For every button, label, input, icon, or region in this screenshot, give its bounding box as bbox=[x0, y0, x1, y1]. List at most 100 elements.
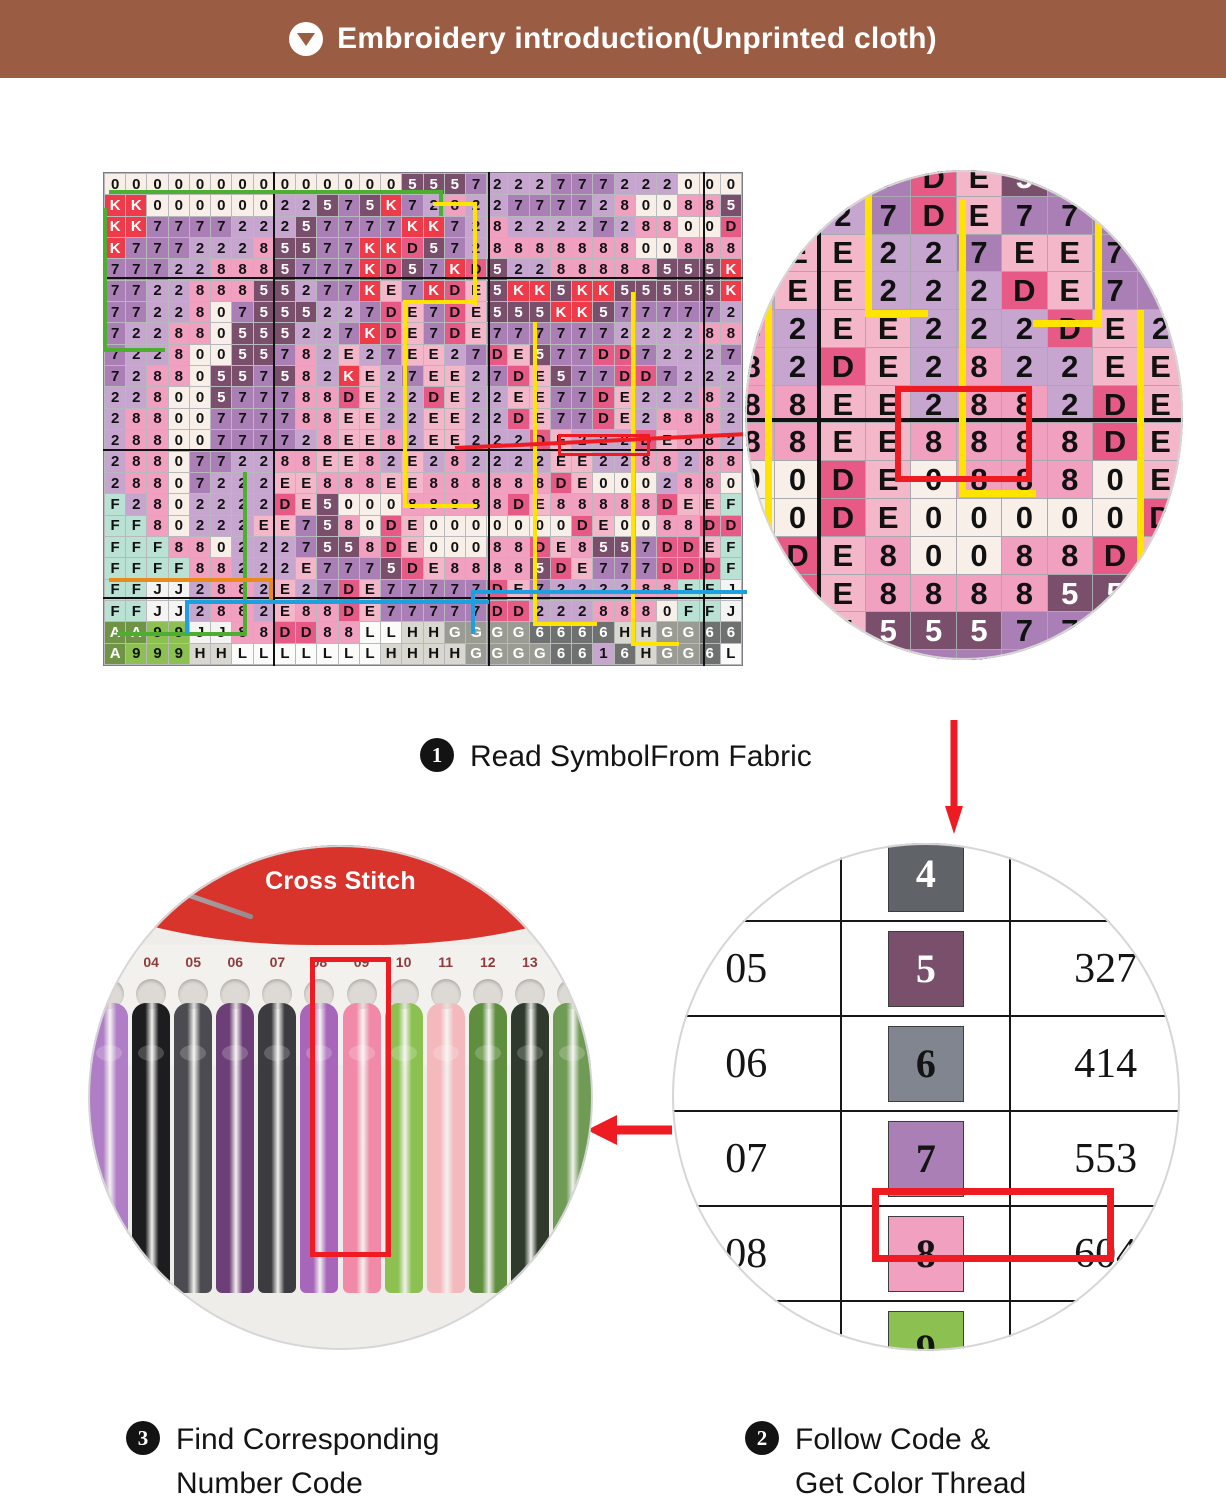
chart-cell: A bbox=[105, 643, 126, 664]
chart-cell: 9 bbox=[147, 622, 168, 643]
chart-cell: 8 bbox=[487, 494, 508, 515]
chart-cell: 7 bbox=[593, 558, 614, 579]
chart-cell: 2 bbox=[550, 579, 572, 600]
chart-cell: K bbox=[508, 280, 529, 302]
chart-cell: 2 bbox=[678, 451, 699, 472]
chart-cell: 2 bbox=[381, 451, 402, 472]
chart-cell: 2 bbox=[189, 494, 211, 515]
chart-cell: 7 bbox=[126, 302, 147, 323]
table-row[interactable]: 05 5 327 bbox=[672, 920, 1180, 1017]
chart-cell: 2 bbox=[232, 216, 253, 238]
chart-cell: D bbox=[529, 430, 550, 451]
chart-cell: 7 bbox=[465, 600, 487, 622]
chart-cell: 2 bbox=[147, 302, 168, 323]
magnified-cell: 2 bbox=[956, 272, 1002, 310]
table-row[interactable]: 06 6 414 bbox=[672, 1015, 1180, 1112]
chart-cell: E bbox=[253, 515, 274, 536]
chart-cell: 7 bbox=[211, 451, 232, 472]
chart-cell: G bbox=[465, 622, 487, 643]
chart-cell: D bbox=[657, 494, 678, 515]
thread-card-photo: Cross Stitch 03 04 05 06 07 08 09 10 11 12 13 14 bbox=[88, 845, 593, 1350]
table-row[interactable]: 07 7 553 bbox=[672, 1110, 1180, 1207]
chart-cell: D bbox=[444, 323, 465, 344]
chart-cell: 2 bbox=[189, 238, 211, 259]
chart-cell: 2 bbox=[508, 259, 529, 280]
chart-cell: 7 bbox=[678, 302, 699, 323]
chart-cell: E bbox=[402, 536, 423, 558]
chart-cell: 2 bbox=[465, 366, 487, 387]
magnified-cell: D bbox=[820, 461, 866, 499]
chart-cell: 7 bbox=[253, 387, 274, 408]
chart-cell: 2 bbox=[678, 344, 699, 366]
chart-cell: 8 bbox=[487, 238, 508, 259]
chart-cell: E bbox=[614, 408, 635, 430]
chart-cell: E bbox=[402, 344, 423, 366]
chart-cell: 7 bbox=[402, 579, 423, 600]
chart-cell: 5 bbox=[678, 280, 699, 302]
chart-cell: 2 bbox=[147, 323, 168, 344]
chart-cell: 5 bbox=[402, 174, 423, 195]
chart-cell: 8 bbox=[296, 408, 317, 430]
magnified-cell: 0 bbox=[1002, 499, 1047, 536]
magnified-cell: 8 bbox=[745, 347, 775, 385]
chart-cell: E bbox=[359, 430, 381, 451]
chart-cell: K bbox=[593, 280, 614, 302]
chart-cell: 0 bbox=[168, 174, 189, 195]
magnified-cell: 2 bbox=[775, 310, 820, 347]
magnified-cell: 5 bbox=[911, 612, 956, 650]
chart-cell: 0 bbox=[423, 515, 444, 536]
magnified-cell: 8 bbox=[775, 385, 820, 423]
chart-cell: K bbox=[423, 216, 444, 238]
magnified-cell: E bbox=[866, 423, 911, 461]
magnified-cell: E bbox=[820, 310, 866, 347]
chart-cell: 6 bbox=[593, 622, 614, 643]
chart-cell: 0 bbox=[168, 472, 189, 494]
chart-cell: D bbox=[402, 238, 423, 259]
chart-cell: 8 bbox=[487, 216, 508, 238]
magnified-cell: 2 bbox=[911, 310, 956, 347]
chart-cell: F bbox=[168, 558, 189, 579]
table-row[interactable]: 08 8 604 bbox=[672, 1205, 1180, 1302]
chart-cell: D bbox=[508, 600, 529, 622]
chart-cell: 2 bbox=[657, 472, 678, 494]
chart-cell: 7 bbox=[189, 216, 211, 238]
chart-cell: D bbox=[593, 408, 614, 430]
chart-cell: D bbox=[296, 622, 317, 643]
magnified-cell: 5 bbox=[1002, 170, 1047, 196]
chart-cell: 2 bbox=[487, 451, 508, 472]
arrow-down-red bbox=[945, 720, 963, 834]
chart-cell: 2 bbox=[126, 494, 147, 515]
chart-cell: 2 bbox=[699, 366, 720, 387]
chart-cell: 8 bbox=[635, 216, 657, 238]
thread-skein bbox=[510, 1003, 549, 1293]
chart-cell: 7 bbox=[359, 302, 381, 323]
chart-cell: 8 bbox=[317, 430, 338, 451]
chart-cell: E bbox=[657, 430, 678, 451]
magnified-cell: 8 bbox=[866, 536, 911, 574]
chart-cell: 0 bbox=[168, 408, 189, 430]
chart-cell: 7 bbox=[423, 302, 444, 323]
chart-cell: 7 bbox=[147, 259, 168, 280]
chart-cell: 7 bbox=[614, 558, 635, 579]
magnified-cell: E bbox=[1092, 310, 1138, 347]
chart-cell: 7 bbox=[572, 323, 593, 344]
chart-cell: E bbox=[572, 451, 593, 472]
table-row[interactable]: 09 9 704 bbox=[672, 1300, 1180, 1351]
chart-cell: 6 bbox=[699, 643, 720, 664]
chart-cell: 9 bbox=[168, 622, 189, 643]
chart-cell: 0 bbox=[189, 408, 211, 430]
chart-cell: 5 bbox=[274, 302, 296, 323]
chart-cell: 2 bbox=[296, 430, 317, 451]
chart-cell: 8 bbox=[232, 600, 253, 622]
chart-cell: 7 bbox=[105, 280, 126, 302]
chart-cell: 0 bbox=[423, 536, 444, 558]
magnified-cell: E bbox=[1138, 423, 1183, 461]
magnified-cell: 2 bbox=[1138, 310, 1183, 347]
magnified-cell: 7 bbox=[1138, 272, 1183, 310]
chart-cell: 7 bbox=[529, 195, 550, 216]
chart-cell: 7 bbox=[168, 216, 189, 238]
chart-cell: 2 bbox=[296, 280, 317, 302]
table-row[interactable]: 4 bbox=[672, 843, 1180, 922]
chart-cell: 5 bbox=[444, 174, 465, 195]
magnified-cell: 2 bbox=[866, 234, 911, 272]
